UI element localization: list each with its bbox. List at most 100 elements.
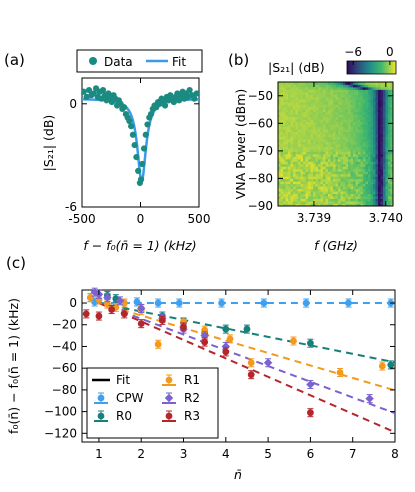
- heatmap-cell: [385, 99, 389, 103]
- heatmap-cell: [283, 171, 286, 175]
- heatmap-cell: [288, 91, 291, 95]
- heatmap-cell: [290, 124, 294, 128]
- heatmap-cell: [315, 131, 319, 135]
- heatmap-cell: [288, 121, 291, 125]
- heatmap-cell: [330, 99, 334, 103]
- heatmap-cell: [383, 176, 386, 180]
- heatmap-cell: [338, 146, 341, 150]
- heatmap-cell: [345, 124, 349, 128]
- heatmap-cell: [368, 146, 371, 150]
- heatmap-cell: [355, 129, 359, 132]
- heatmap-cell: [350, 153, 354, 157]
- heatmap-cell: [310, 203, 314, 206]
- heatmap-cell: [318, 171, 321, 175]
- heatmap-cell: [345, 156, 349, 160]
- heatmap-cell: [320, 144, 324, 147]
- heatmap-cell: [293, 139, 296, 142]
- heatmap-cell: [375, 101, 379, 105]
- heatmap-cell: [300, 201, 304, 204]
- heatmap-cell: [343, 106, 346, 110]
- heatmap-cell: [318, 196, 321, 199]
- heatmap-cell: [295, 151, 299, 155]
- heatmap-cell: [370, 86, 374, 90]
- heatmap-cell: [363, 173, 366, 177]
- heatmap-cell: [318, 82, 321, 85]
- heatmap-cell: [280, 181, 284, 185]
- heatmap-cell: [285, 178, 289, 182]
- heatmap-cell: [348, 186, 351, 190]
- heatmap-cell: [305, 91, 309, 95]
- heatmap-cell: [305, 146, 309, 150]
- heatmap-cell: [378, 186, 381, 190]
- heatmap-cell: [350, 183, 354, 187]
- heatmap-cell: [380, 136, 384, 140]
- heatmap-cell: [325, 158, 329, 162]
- heatmap-cell: [340, 148, 344, 152]
- heatmap-cell: [385, 153, 389, 157]
- heatmap-cell: [390, 141, 393, 145]
- heatmap-cell: [378, 191, 381, 194]
- heatmap-cell: [370, 203, 374, 206]
- heatmap-cell: [310, 136, 314, 140]
- heatmap-cell: [325, 139, 329, 142]
- heatmap-cell: [303, 201, 306, 204]
- heatmap-cell: [385, 91, 389, 95]
- heatmap-cell: [380, 191, 384, 194]
- heatmap-cell: [338, 134, 341, 137]
- heatmap-cell: [325, 201, 329, 204]
- heatmap-cell: [278, 86, 281, 90]
- heatmap-cell: [278, 111, 281, 115]
- heatmap-cell: [333, 161, 336, 165]
- heatmap-cell: [343, 121, 346, 125]
- panel-a-xlabel: f − f₀(n̄ = 1) (kHz): [83, 238, 196, 253]
- heatmap-cell: [338, 139, 341, 142]
- heatmap-cell: [328, 156, 331, 160]
- heatmap-cell: [320, 178, 324, 182]
- heatmap-cell: [363, 84, 366, 88]
- heatmap-cell: [368, 106, 371, 110]
- heatmap-cell: [303, 171, 306, 175]
- heatmap-cell: [365, 96, 369, 100]
- heatmap-cell: [390, 183, 393, 187]
- marker-r0: [387, 361, 395, 369]
- heatmap-cell: [293, 158, 296, 162]
- heatmap-cell: [295, 139, 299, 142]
- heatmap-cell: [295, 166, 299, 170]
- heatmap-cell: [380, 84, 384, 88]
- heatmap-cell: [343, 82, 346, 85]
- heatmap-cell: [320, 91, 324, 95]
- heatmap-cell: [390, 176, 393, 180]
- heatmap-cell: [288, 193, 291, 197]
- heatmap-cell: [363, 166, 366, 170]
- heatmap-cell: [285, 86, 289, 90]
- heatmap-cell: [373, 94, 376, 98]
- heatmap-cell: [353, 144, 356, 147]
- heatmap-cell: [353, 89, 356, 93]
- heatmap-cell: [360, 201, 364, 204]
- heatmap-cell: [280, 168, 284, 172]
- heatmap-cell: [305, 201, 309, 204]
- heatmap-cell: [388, 151, 391, 155]
- heatmap-cell: [363, 148, 366, 152]
- heatmap-cell: [358, 158, 361, 162]
- heatmap-cell: [323, 148, 326, 152]
- heatmap-cell: [328, 168, 331, 172]
- heatmap-cell: [300, 203, 304, 206]
- heatmap-cell: [320, 139, 324, 142]
- heatmap-cell: [293, 196, 296, 199]
- panel-a-legend-box: [76, 49, 203, 73]
- heatmap-cell: [288, 84, 291, 88]
- data-point-r3: [120, 309, 128, 319]
- heatmap-cell: [293, 131, 296, 135]
- heatmap-cell: [330, 116, 334, 120]
- heatmap-cell: [375, 104, 379, 108]
- marker-r1: [378, 362, 386, 370]
- heatmap-cell: [290, 141, 294, 145]
- heatmap-cell: [285, 94, 289, 98]
- heatmap-cell: [375, 82, 379, 85]
- heatmap-cell: [315, 111, 319, 115]
- heatmap-cell: [350, 126, 354, 130]
- heatmap-cell: [365, 171, 369, 175]
- heatmap-cell: [315, 191, 319, 194]
- heatmap-cell: [370, 188, 374, 192]
